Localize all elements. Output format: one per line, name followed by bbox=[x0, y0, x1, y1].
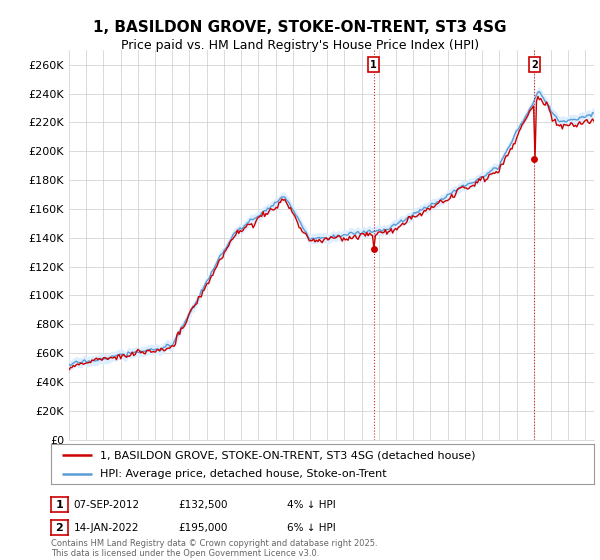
Text: 6% ↓ HPI: 6% ↓ HPI bbox=[287, 523, 335, 533]
Text: 2: 2 bbox=[56, 522, 63, 533]
Text: 1: 1 bbox=[370, 60, 377, 70]
Text: 2: 2 bbox=[531, 60, 538, 70]
Text: 1: 1 bbox=[56, 500, 63, 510]
Text: £132,500: £132,500 bbox=[179, 500, 228, 510]
Text: Contains HM Land Registry data © Crown copyright and database right 2025.
This d: Contains HM Land Registry data © Crown c… bbox=[51, 539, 377, 558]
Text: £195,000: £195,000 bbox=[179, 523, 228, 533]
Text: 4% ↓ HPI: 4% ↓ HPI bbox=[287, 500, 335, 510]
Text: Price paid vs. HM Land Registry's House Price Index (HPI): Price paid vs. HM Land Registry's House … bbox=[121, 39, 479, 52]
Text: 1, BASILDON GROVE, STOKE-ON-TRENT, ST3 4SG: 1, BASILDON GROVE, STOKE-ON-TRENT, ST3 4… bbox=[93, 20, 507, 35]
Text: 14-JAN-2022: 14-JAN-2022 bbox=[74, 523, 139, 533]
Text: 07-SEP-2012: 07-SEP-2012 bbox=[74, 500, 140, 510]
Text: 1, BASILDON GROVE, STOKE-ON-TRENT, ST3 4SG (detached house): 1, BASILDON GROVE, STOKE-ON-TRENT, ST3 4… bbox=[100, 450, 475, 460]
Text: HPI: Average price, detached house, Stoke-on-Trent: HPI: Average price, detached house, Stok… bbox=[100, 469, 386, 479]
